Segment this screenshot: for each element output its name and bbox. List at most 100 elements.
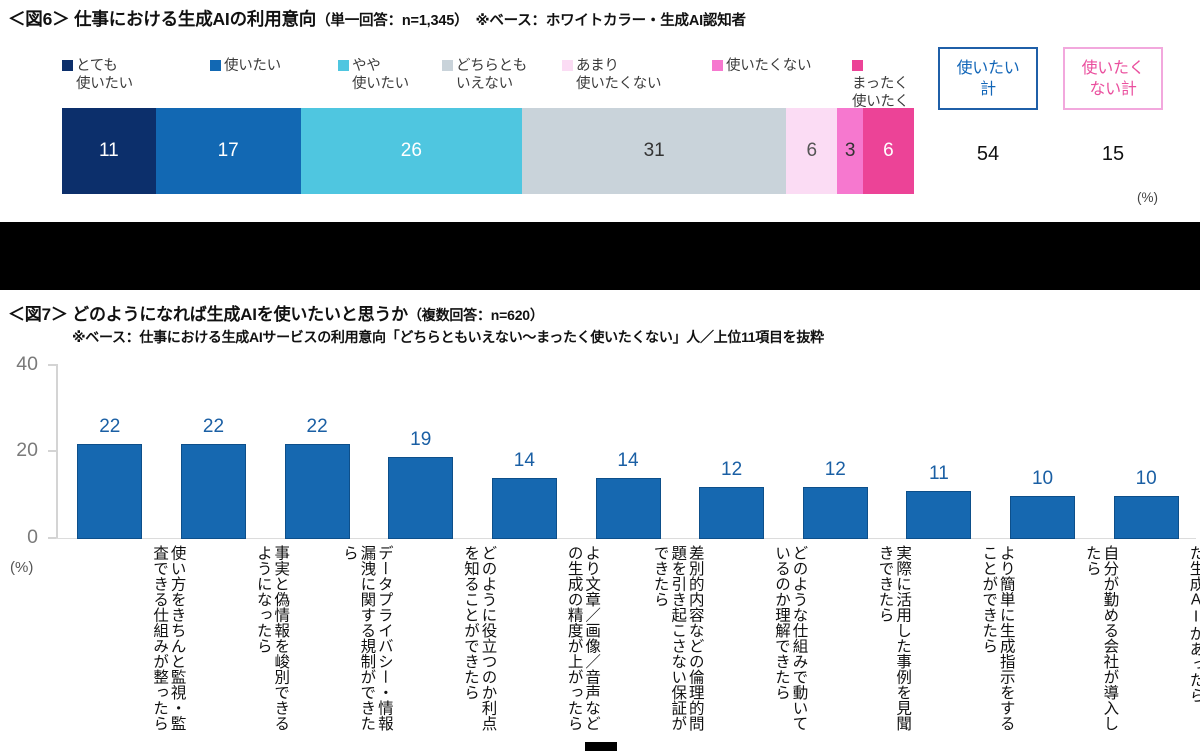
bar-group-4: 14 — [491, 366, 557, 539]
bar — [491, 478, 557, 539]
legend-label: とても 使いたい — [76, 58, 133, 92]
category-label-2: データプライバシー・情報漏洩に関する規制ができたら — [340, 545, 393, 731]
legend-item-2: やや 使いたい — [338, 57, 409, 93]
stacked-segment-2: 26 — [300, 108, 523, 194]
stacked-segment-0: 11 — [62, 108, 156, 194]
summary-value-not-want: 15 — [1101, 143, 1125, 165]
category-label-3: どのように役立つのか利点を知ることができたら — [462, 545, 497, 731]
bar — [699, 487, 765, 539]
bar-group-7: 12 — [802, 366, 868, 539]
legend-swatch-icon — [562, 60, 573, 71]
bar-value-label: 10 — [1031, 467, 1054, 489]
bar-group-0: 22 — [77, 366, 143, 539]
figure6-stacked-bar: 11 17 26 31 6 3 6 — [62, 108, 914, 194]
bar-group-9: 10 — [1010, 366, 1076, 539]
bar-group-6: 12 — [699, 366, 765, 539]
bar — [802, 487, 868, 539]
y-axis-tick-label: 0 — [27, 526, 38, 548]
figure7-y-axis-labels: 40 20 0 — [0, 353, 50, 548]
y-axis-tick-label: 20 — [16, 439, 38, 461]
stacked-segment-3: 31 — [522, 108, 787, 194]
summary-box-not-want: 使いたく ない計 — [1063, 47, 1163, 110]
legend-item-1: 使いたい — [210, 57, 281, 75]
category-label-7: 実際に活用した事例を見聞きできたら — [876, 545, 912, 731]
category-label-6: どのような仕組みで動いているのか理解できたら — [772, 545, 808, 731]
figure7-note: ※ベース：仕事における生成AIサービスの利用意向「どちらともいえない～まったく使… — [72, 329, 824, 345]
figure6-title-sub: （単一回答：n=1,345） ※ベース：ホワイトカラー・生成AI認知者 — [316, 13, 746, 29]
bar-value-label: 22 — [202, 415, 225, 437]
bar-value-label: 22 — [306, 415, 328, 437]
y-axis-line — [56, 364, 58, 539]
stacked-segment-1: 17 — [155, 108, 301, 194]
category-label-0: 使い方をきちんと監視・監査できる仕組みが整ったら — [151, 545, 186, 731]
bar — [388, 456, 454, 539]
legend-swatch-icon — [442, 60, 453, 71]
legend-swatch-icon — [338, 60, 349, 71]
page-footer-mark — [585, 742, 617, 751]
legend-swatch-icon — [712, 60, 723, 71]
legend-label: あまり 使いたくない — [576, 58, 662, 92]
bar-value-label: 19 — [410, 428, 432, 450]
figure7-title-sub: （複数回答：n=620） — [407, 307, 544, 323]
figure7-unit-label: (%) — [10, 559, 34, 576]
figure7-section: ＜図7＞ どのようになれば生成AIを使いたいと思うか（複数回答：n=620） ※… — [0, 290, 1200, 751]
bar — [906, 491, 972, 539]
bar — [1010, 495, 1076, 539]
category-label-8: より簡単に生成指示をすることができたら — [980, 545, 1015, 731]
bar-value-label: 11 — [929, 463, 949, 485]
bar-value-label: 12 — [721, 459, 743, 481]
figure6-title-main: ＜図6＞ 仕事における生成AIの利用意向 — [8, 9, 317, 29]
bar-group-5: 14 — [595, 366, 661, 539]
category-label-1: 事実と偽情報を峻別できるようになったら — [254, 545, 290, 731]
bar-group-10: 10 — [1113, 366, 1179, 539]
stacked-segment-5: 3 — [837, 108, 863, 194]
legend-swatch-icon — [62, 60, 73, 71]
bar-group-8: 11 — [906, 366, 972, 539]
figure7-category-labels: 使い方をきちんと監視・監査できる仕組みが整ったら 事実と偽情報を峻別できるようにな… — [58, 545, 1200, 745]
legend-item-5: 使いたくない — [712, 57, 812, 75]
stacked-segment-4: 6 — [786, 108, 838, 194]
category-label-5: 差別的内容などの倫理的問題を引き起こさない保証ができたら — [651, 545, 704, 731]
legend-item-3: どちらとも いえない — [442, 57, 527, 93]
y-tick-20 — [48, 450, 56, 452]
figure7-bars: 22 22 22 19 14 14 12 12 11 10 10 — [58, 364, 1198, 539]
bar-value-label: 10 — [1135, 467, 1157, 489]
bar-group-2: 22 — [284, 366, 350, 539]
figure6-unit-label: (%) — [1137, 190, 1158, 205]
category-label-10: 信頼できる開発会社が作った生成AIがあったら — [1187, 545, 1200, 703]
y-axis-tick-label: 40 — [16, 353, 38, 375]
category-label-4: より文章／画像／音声などの生成の精度が上がったら — [565, 545, 601, 731]
bar — [77, 443, 143, 539]
category-label-9: 自分が勤める会社が導入したら — [1083, 545, 1119, 731]
summary-value-want: 54 — [976, 143, 1000, 165]
figure7-title: ＜図7＞ どのようになれば生成AIを使いたいと思うか（複数回答：n=620） — [8, 300, 544, 325]
legend-swatch-icon — [210, 60, 221, 71]
bar — [595, 478, 661, 539]
bar-value-label: 14 — [513, 450, 535, 472]
legend-label: やや 使いたい — [352, 58, 409, 92]
section-divider-band — [0, 222, 1200, 290]
bar-value-label: 12 — [824, 459, 846, 481]
bar-group-1: 22 — [180, 366, 246, 539]
legend-swatch-icon — [852, 60, 863, 71]
legend-label: どちらとも いえない — [456, 58, 527, 92]
y-tick-40 — [48, 364, 56, 366]
figure6-title: ＜図6＞ 仕事における生成AIの利用意向（単一回答：n=1,345） ※ベース：… — [8, 6, 746, 31]
bar-value-label: 22 — [99, 415, 121, 437]
legend-label: 使いたい — [224, 58, 281, 74]
summary-box-want: 使いたい 計 — [938, 47, 1038, 110]
figure7-title-main: ＜図7＞ どのようになれば生成AIを使いたいと思うか — [8, 305, 408, 324]
bar-group-3: 19 — [388, 366, 454, 539]
bar — [180, 443, 246, 539]
y-tick-0 — [48, 537, 56, 539]
legend-item-4: あまり 使いたくない — [562, 57, 662, 93]
stacked-segment-6: 6 — [862, 108, 914, 194]
figure6-legend: とても 使いたい 使いたい やや 使いたい どちらとも いえない あまり 使いたくない 使… — [62, 57, 917, 128]
figure6-section: ＜図6＞ 仕事における生成AIの利用意向（単一回答：n=1,345） ※ベース：… — [0, 0, 1200, 222]
legend-item-0: とても 使いたい — [62, 57, 133, 93]
bar — [284, 443, 350, 539]
bar-value-label: 14 — [617, 450, 639, 472]
legend-label: 使いたくない — [726, 58, 812, 74]
bar — [1113, 495, 1179, 539]
